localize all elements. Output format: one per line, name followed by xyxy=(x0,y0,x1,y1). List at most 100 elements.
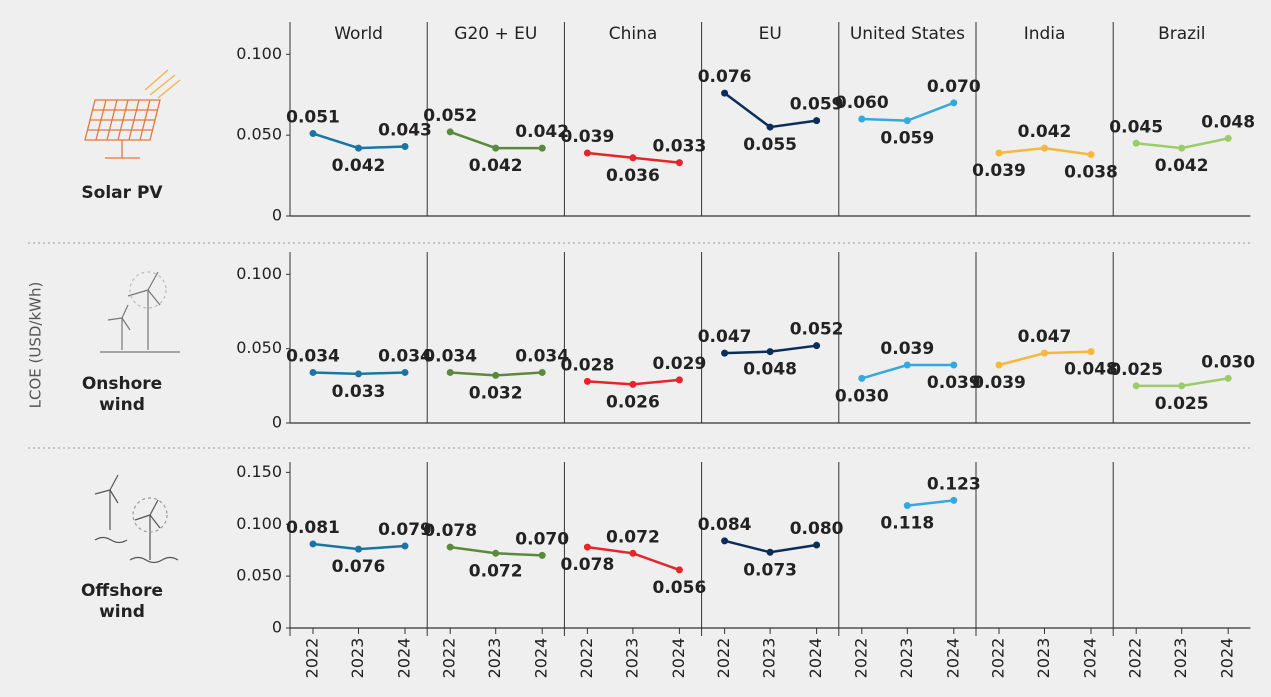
data-point xyxy=(950,496,958,504)
data-point xyxy=(538,551,546,559)
value-label: 0.079 xyxy=(378,520,432,540)
data-point xyxy=(721,349,729,357)
x-tick-label: 2024 xyxy=(1081,638,1100,679)
value-label: 0.048 xyxy=(1064,360,1118,380)
data-point xyxy=(766,123,774,131)
value-label: 0.039 xyxy=(972,161,1026,181)
data-point xyxy=(446,368,454,376)
data-point xyxy=(355,545,362,553)
value-label: 0.039 xyxy=(880,339,934,359)
value-label: 0.055 xyxy=(743,135,797,155)
value-label: 0.034 xyxy=(378,346,432,366)
y-tick-label: 0.050 xyxy=(236,125,282,144)
data-point xyxy=(309,368,317,376)
value-label: 0.076 xyxy=(698,67,752,87)
x-tick-label: 2024 xyxy=(395,638,414,679)
value-label: 0.039 xyxy=(561,127,615,147)
data-point xyxy=(583,377,591,385)
value-label: 0.039 xyxy=(927,373,981,393)
data-point xyxy=(446,128,454,136)
value-label: 0.032 xyxy=(469,383,523,403)
data-point xyxy=(629,380,637,388)
value-label: 0.036 xyxy=(606,166,660,186)
value-label: 0.056 xyxy=(653,578,707,598)
value-label: 0.072 xyxy=(606,527,660,547)
x-tick-label: 2023 xyxy=(622,638,641,679)
data-point xyxy=(446,543,454,551)
value-label: 0.045 xyxy=(1109,117,1163,137)
onshore-wind-icon xyxy=(100,271,180,353)
x-tick-label: 2022 xyxy=(714,638,733,679)
data-point xyxy=(492,144,500,152)
data-point xyxy=(995,149,1003,157)
data-point xyxy=(766,348,774,356)
value-label: 0.039 xyxy=(972,373,1026,393)
value-label: 0.072 xyxy=(469,561,523,581)
region-header: World xyxy=(334,24,383,44)
value-label: 0.070 xyxy=(515,529,569,549)
x-tick-label: 2022 xyxy=(989,638,1008,679)
value-label: 0.025 xyxy=(1109,360,1163,380)
x-tick-label: 2022 xyxy=(851,638,870,679)
data-point xyxy=(538,368,546,376)
x-tick-label: 2022 xyxy=(1126,638,1145,679)
value-label: 0.051 xyxy=(286,108,340,128)
x-tick-label: 2024 xyxy=(1218,638,1237,679)
data-point xyxy=(1087,151,1095,159)
region-header: Brazil xyxy=(1158,24,1205,44)
data-point xyxy=(629,154,637,162)
data-point xyxy=(813,342,821,350)
data-point xyxy=(675,376,683,384)
value-label: 0.033 xyxy=(653,137,707,157)
value-label: 0.030 xyxy=(1201,352,1255,372)
data-point xyxy=(675,566,683,574)
x-tick-label: 2024 xyxy=(669,638,688,679)
y-tick-label: 0.100 xyxy=(236,44,282,63)
y-tick-label: 0 xyxy=(272,413,282,432)
data-point xyxy=(1041,349,1048,357)
value-label: 0.029 xyxy=(653,354,707,374)
y-tick-label: 0.050 xyxy=(236,566,282,585)
data-point xyxy=(766,548,774,556)
value-label: 0.042 xyxy=(1018,122,1072,142)
row-title: Offshore wind xyxy=(80,581,164,622)
solar-icon xyxy=(84,69,181,159)
x-tick-label: 2022 xyxy=(303,638,322,679)
value-label: 0.042 xyxy=(1155,156,1209,176)
x-tick-label: 2023 xyxy=(897,638,916,679)
value-label: 0.043 xyxy=(378,120,432,140)
data-point xyxy=(1041,144,1048,152)
value-label: 0.052 xyxy=(790,320,844,340)
region-header: India xyxy=(1024,24,1066,44)
value-label: 0.052 xyxy=(423,106,477,126)
region-header: G20 + EU xyxy=(454,24,537,44)
data-point xyxy=(903,117,911,125)
x-tick-label: 2023 xyxy=(1171,638,1190,679)
data-point xyxy=(1132,139,1140,147)
value-label: 0.073 xyxy=(743,560,797,580)
data-point xyxy=(401,542,409,550)
value-label: 0.084 xyxy=(698,515,752,535)
value-label: 0.123 xyxy=(927,474,981,494)
y-tick-label: 0 xyxy=(272,206,282,225)
data-point xyxy=(950,361,958,369)
value-label: 0.048 xyxy=(1201,112,1255,132)
value-label: 0.034 xyxy=(515,346,569,366)
x-tick-label: 2024 xyxy=(806,638,825,679)
data-point xyxy=(675,159,683,167)
data-point xyxy=(813,541,821,549)
data-point xyxy=(355,370,362,378)
x-tick-label: 2022 xyxy=(577,638,596,679)
data-point xyxy=(355,144,362,152)
value-label: 0.025 xyxy=(1155,394,1209,414)
y-tick-label: 0.050 xyxy=(236,338,282,357)
region-header: United States xyxy=(850,24,965,44)
value-label: 0.038 xyxy=(1064,163,1118,183)
value-label: 0.026 xyxy=(606,392,660,412)
data-point xyxy=(583,149,591,157)
data-point xyxy=(309,540,317,548)
data-point xyxy=(950,99,958,107)
data-point xyxy=(401,142,409,150)
value-label: 0.042 xyxy=(332,156,386,176)
